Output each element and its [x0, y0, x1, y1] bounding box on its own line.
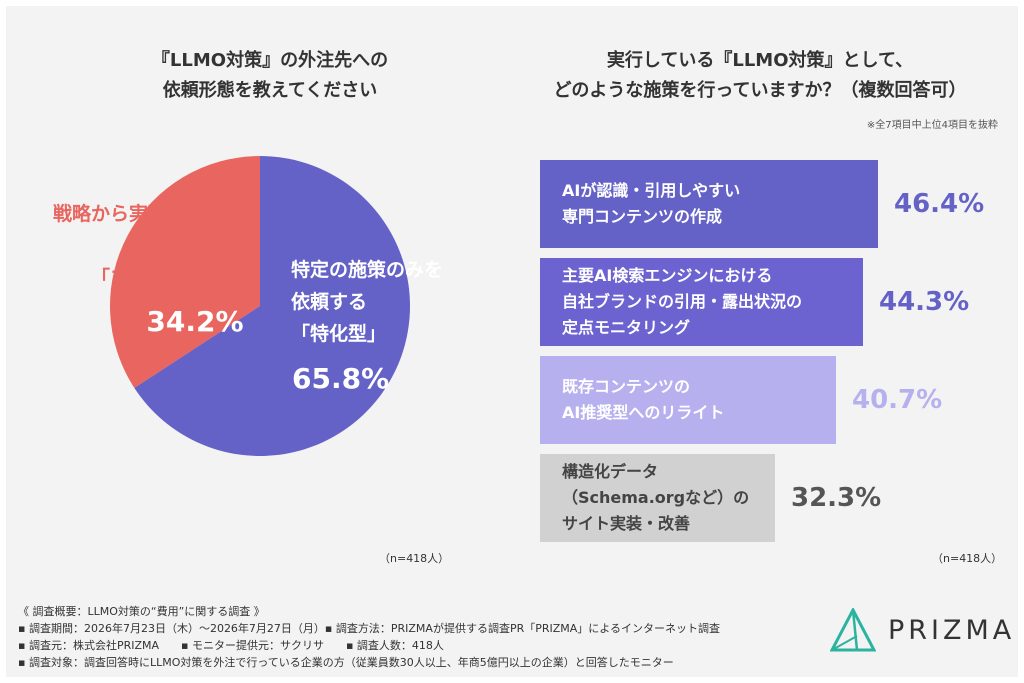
bar: 既存コンテンツの AI推奨型へのリライト [540, 356, 836, 444]
bar: 主要AI検索エンジンにおける 自社ブランドの引用・露出状況の 定点モニタリング [540, 258, 863, 346]
bar-chart: AIが認識・引用しやすい 専門コンテンツの作成 46.4% 主要AI検索エンジンにお… [540, 160, 1000, 550]
prizma-logo: PRIZMA [830, 608, 1015, 652]
bar-category-label: 主要AI検索エンジンにおける 自社ブランドの引用・露出状況の 定点モニタリング [562, 266, 803, 337]
pie-title-line-1: 『LLMO対策』の外注先への [151, 50, 389, 71]
bar-sample-size: （n=418人） [932, 552, 1003, 565]
prizma-prism-icon [830, 608, 876, 652]
pie-sample-size: （n=418人） [379, 552, 450, 565]
bar-chart-title: 実行している『LLMO対策』として、 どのような施策を行っていますか？（複数回答… [520, 46, 1000, 106]
pie-slice-full-support [109, 156, 260, 388]
pie-slice-specialized [134, 156, 410, 456]
footer-survey-target: ▪ 調査対象：調査回答時にLLMO対策を外注で行っている企業の方（従業員数30人… [18, 656, 674, 669]
bar-title-line-2: どのような施策を行っていますか？（複数回答可） [553, 80, 967, 101]
bar-category-label: 既存コンテンツの AI推奨型へのリライト [562, 377, 725, 422]
bar-row: 構造化データ （Schema.orgなど）の サイト実装・改善 32.3% [540, 454, 1000, 542]
bar: 構造化データ （Schema.orgなど）の サイト実装・改善 [540, 454, 775, 542]
footer-survey-source: ▪ 調査元：株式会社PRIZMA ▪ モニター提供元：サクリサ ▪ 調査人数：4… [18, 639, 444, 652]
pie-value-full-support: 34.2% [146, 305, 244, 338]
pie-value-specialized: 65.8% [292, 362, 390, 395]
bar-row: 既存コンテンツの AI推奨型へのリライト 40.7% [540, 356, 1000, 444]
bar-title-line-1: 実行している『LLMO対策』として、 [606, 50, 914, 71]
pie-title-line-2: 依頼形態を教えてください [162, 80, 378, 101]
bar-value-label: 44.3% [879, 287, 970, 317]
prizma-logo-text: PRIZMA [888, 614, 1016, 646]
bar-row: AIが認識・引用しやすい 専門コンテンツの作成 46.4% [540, 160, 1000, 248]
bar-value-label: 46.4% [894, 189, 985, 219]
bar-value-label: 40.7% [852, 385, 943, 415]
pie-label-full-support: 戦略から実務実行までを お任せする 「フルサポート型」 [52, 203, 262, 289]
bar-value-label: 32.3% [791, 483, 882, 513]
footer-survey-period: ▪ 調査期間：2026年7月23日（木）～2026年7月27日（月）▪ 調査方法… [18, 622, 720, 635]
bar: AIが認識・引用しやすい 専門コンテンツの作成 [540, 160, 878, 248]
pie-label-specialized: 特定の施策のみを 依頼する 「特化型」 [291, 259, 444, 345]
bar-category-label: AIが認識・引用しやすい 専門コンテンツの作成 [562, 181, 741, 226]
bar-category-label: 構造化データ （Schema.orgなど）の サイト実装・改善 [562, 462, 750, 533]
bar-chart-note: ※全7項目中上位4項目を抜粋 [866, 120, 998, 131]
bar-row: 主要AI検索エンジンにおける 自社ブランドの引用・露出状況の 定点モニタリング 4… [540, 258, 1000, 346]
pie-chart [109, 156, 410, 456]
footer-survey-title: 《 調査概要：LLMO対策の“費用”に関する調査 》 [18, 605, 265, 618]
pie-chart-title: 『LLMO対策』の外注先への 依頼形態を教えてください [70, 46, 470, 106]
